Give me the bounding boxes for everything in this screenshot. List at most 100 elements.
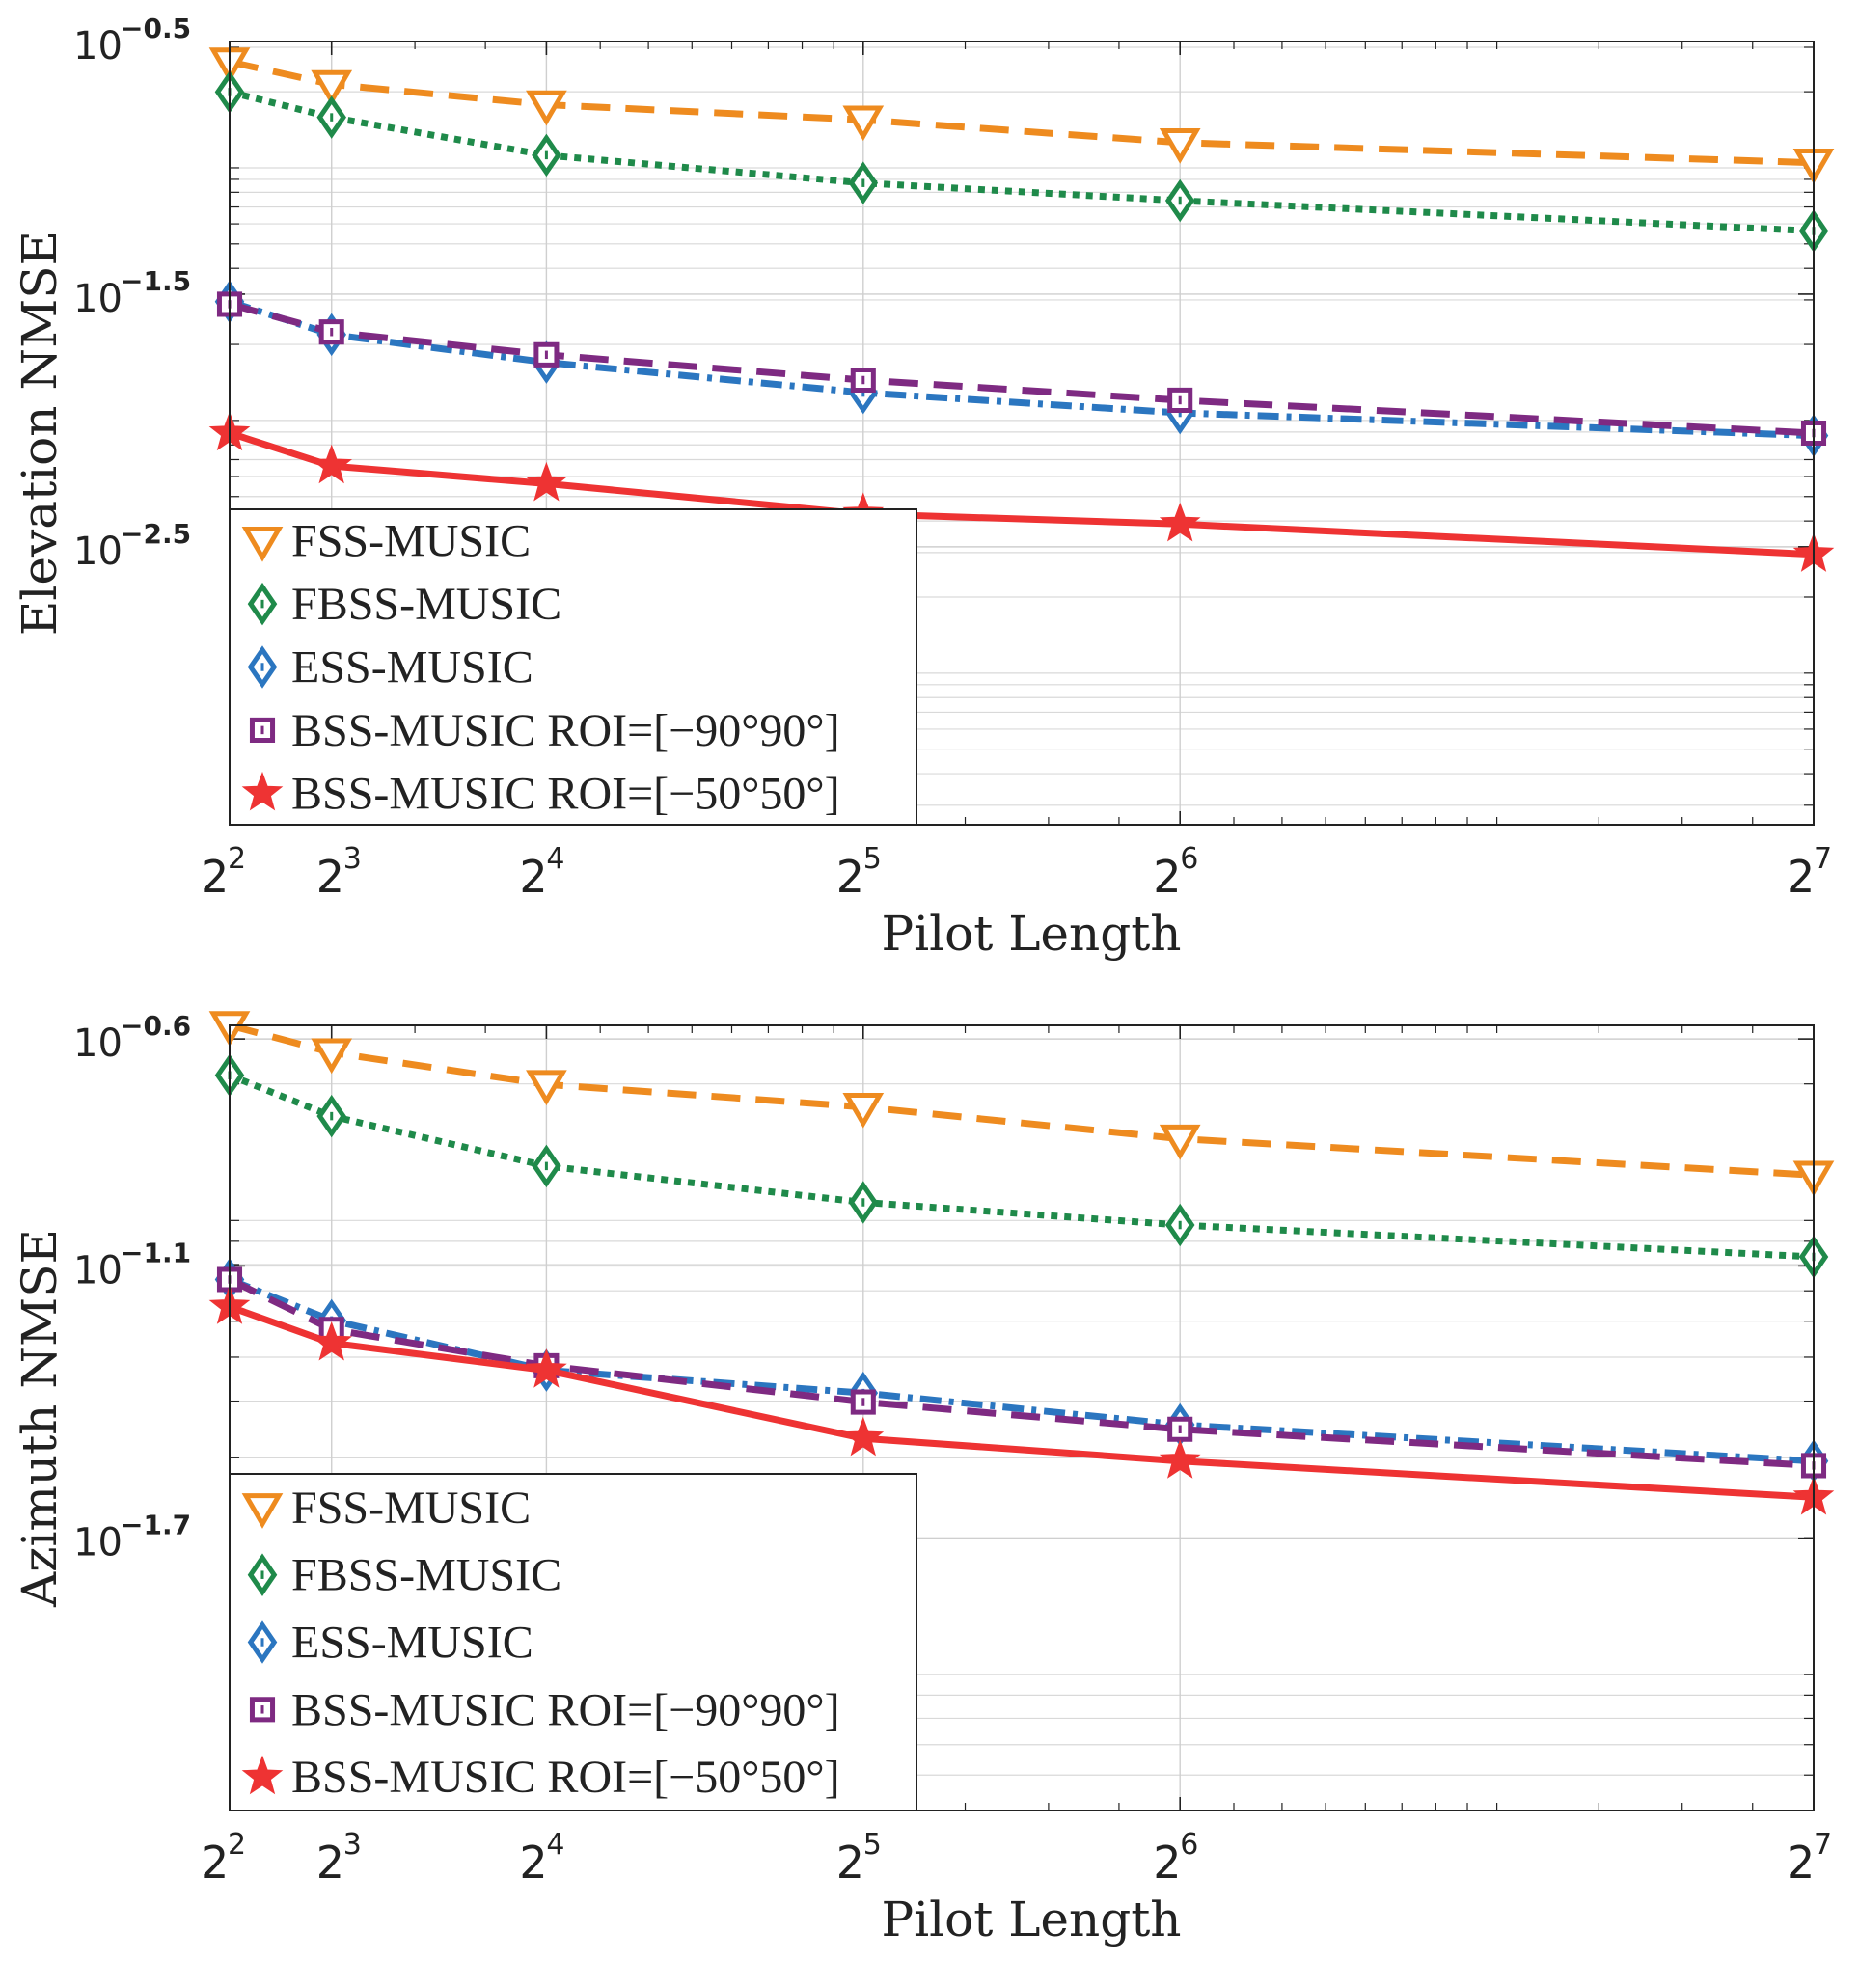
data-point-fss bbox=[311, 69, 353, 106]
legend-item-fss: FSS-MUSIC bbox=[241, 1483, 531, 1534]
data-point-bss50 bbox=[1159, 1439, 1201, 1479]
legend-item-fss: FSS-MUSIC bbox=[241, 516, 531, 567]
legend-marker-bss50 bbox=[241, 1755, 284, 1795]
y-tick-label: 10−1.7 bbox=[73, 1510, 191, 1566]
y-tick-base: 10 bbox=[73, 1248, 123, 1293]
series-fss bbox=[208, 47, 1835, 184]
x-tick-base: 2 bbox=[201, 851, 229, 903]
x-tick-label: 26 bbox=[1153, 842, 1198, 903]
y-tick-exponent: −0.5 bbox=[121, 13, 191, 44]
legend-marker-bss50 bbox=[241, 771, 284, 811]
y-tick-label: 10−1.1 bbox=[73, 1237, 191, 1293]
axes-box bbox=[229, 1024, 1815, 1811]
y-tick-base: 10 bbox=[73, 1521, 123, 1566]
y-tick-exponent: −1.1 bbox=[121, 1237, 191, 1268]
x-tick-label: 25 bbox=[836, 1828, 882, 1889]
x-tick-base: 2 bbox=[836, 851, 864, 903]
data-point-fss bbox=[526, 1070, 567, 1106]
x-tick-base: 2 bbox=[836, 1837, 864, 1889]
y-tick-exponent: −2.5 bbox=[121, 518, 191, 550]
legend-label-bss50: BSS-MUSIC ROI=[−50°50°] bbox=[291, 1752, 840, 1803]
legend-label-ess: ESS-MUSIC bbox=[291, 642, 533, 694]
x-tick-base: 2 bbox=[1153, 851, 1181, 903]
x-tick-exponent: 2 bbox=[228, 1828, 246, 1862]
legend-item-fbss: FBSS-MUSIC bbox=[247, 1550, 561, 1601]
y-tick-base: 10 bbox=[73, 530, 123, 574]
data-point-bss50 bbox=[311, 444, 353, 484]
legend-item-ess: ESS-MUSIC bbox=[247, 642, 533, 694]
x-tick-base: 2 bbox=[1787, 1837, 1815, 1889]
x-tick-exponent: 2 bbox=[228, 842, 246, 876]
y-tick-label: 10−0.6 bbox=[73, 1010, 191, 1066]
x-tick-exponent: 7 bbox=[1814, 1828, 1832, 1862]
series-bss90 bbox=[216, 291, 1827, 447]
series-fbss bbox=[214, 70, 1829, 253]
data-point-bss50 bbox=[842, 1416, 885, 1457]
y-axis-label: Elevation NMSE bbox=[12, 231, 68, 636]
legend-label-bss90: BSS-MUSIC ROI=[−90°90°] bbox=[291, 1684, 840, 1735]
x-axis-label: Pilot Length bbox=[881, 906, 1181, 962]
legend-item-bss90: BSS-MUSIC ROI=[−90°90°] bbox=[249, 705, 840, 756]
x-tick-label: 26 bbox=[1153, 1828, 1198, 1889]
x-tick-label: 22 bbox=[201, 1828, 246, 1889]
x-tick-base: 2 bbox=[519, 1837, 547, 1889]
data-point-fss bbox=[526, 90, 567, 126]
x-tick-exponent: 3 bbox=[343, 1828, 362, 1862]
legend-item-ess: ESS-MUSIC bbox=[247, 1618, 533, 1669]
series-line-ess bbox=[228, 298, 1815, 440]
x-axis-label: Pilot Length bbox=[881, 1892, 1181, 1947]
y-tick-exponent: −1.5 bbox=[121, 265, 191, 297]
data-point-fss bbox=[1159, 1124, 1201, 1160]
legend-item-bss50: BSS-MUSIC ROI=[−50°50°] bbox=[241, 1752, 840, 1803]
x-tick-base: 2 bbox=[201, 1837, 229, 1889]
legend-label-fbss: FBSS-MUSIC bbox=[291, 1550, 561, 1601]
series-line-fbss bbox=[228, 1072, 1815, 1261]
x-tick-label: 27 bbox=[1787, 1828, 1832, 1889]
y-tick-label: 10−1.5 bbox=[73, 265, 191, 321]
y-tick-label: 10−2.5 bbox=[73, 518, 191, 574]
x-tick-label: 24 bbox=[519, 842, 564, 903]
y-tick-exponent: −1.7 bbox=[121, 1510, 191, 1541]
y-axis-label: Azimuth NMSE bbox=[12, 1229, 68, 1608]
legend-box bbox=[229, 1473, 917, 1811]
x-tick-exponent: 5 bbox=[863, 1828, 882, 1862]
x-tick-base: 2 bbox=[1787, 851, 1815, 903]
x-tick-label: 23 bbox=[316, 842, 362, 903]
data-point-fss bbox=[1159, 128, 1201, 164]
y-tick-base: 10 bbox=[73, 277, 123, 321]
y-tick-base: 10 bbox=[73, 1021, 123, 1066]
x-tick-exponent: 7 bbox=[1814, 842, 1832, 876]
x-tick-exponent: 6 bbox=[1180, 842, 1198, 876]
axes-box bbox=[229, 41, 1815, 826]
legend-box bbox=[229, 508, 917, 826]
y-tick-base: 10 bbox=[73, 24, 123, 68]
data-point-bss50 bbox=[526, 461, 567, 502]
x-tick-exponent: 4 bbox=[546, 1828, 564, 1862]
x-tick-label: 25 bbox=[836, 842, 882, 903]
x-tick-label: 24 bbox=[519, 1828, 564, 1889]
data-point-bss50 bbox=[311, 1321, 353, 1361]
y-tick-label: 10−0.5 bbox=[73, 13, 191, 68]
series-line-fbss bbox=[229, 89, 1815, 234]
legend-item-fbss: FBSS-MUSIC bbox=[247, 579, 561, 630]
x-tick-base: 2 bbox=[316, 851, 344, 903]
x-tick-base: 2 bbox=[1153, 1837, 1181, 1889]
legend-label-fss: FSS-MUSIC bbox=[291, 516, 531, 567]
data-point-bss50 bbox=[526, 1348, 567, 1388]
x-tick-label: 27 bbox=[1787, 842, 1832, 903]
data-point-fss bbox=[842, 105, 885, 142]
legend-label-bss90: BSS-MUSIC ROI=[−90°90°] bbox=[291, 705, 840, 756]
x-tick-label: 22 bbox=[201, 842, 246, 903]
legend-label-bss50: BSS-MUSIC ROI=[−50°50°] bbox=[291, 768, 840, 819]
data-point-bss50 bbox=[1159, 502, 1201, 542]
x-tick-exponent: 3 bbox=[343, 842, 362, 876]
legend-label-ess: ESS-MUSIC bbox=[291, 1618, 533, 1669]
x-tick-exponent: 6 bbox=[1180, 1828, 1198, 1862]
data-point-fss bbox=[311, 1038, 353, 1075]
x-tick-base: 2 bbox=[519, 851, 547, 903]
legend-item-bss50: BSS-MUSIC ROI=[−50°50°] bbox=[241, 768, 840, 819]
